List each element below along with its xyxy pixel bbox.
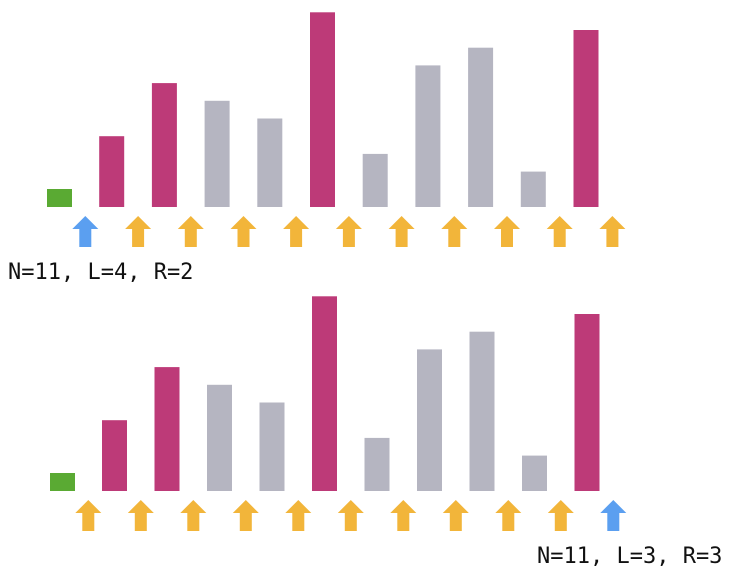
bar-4 (259, 402, 285, 491)
arrow-up-icon (335, 216, 362, 247)
bar-6 (362, 153, 388, 207)
bar-7 (417, 349, 442, 491)
caption-bottom: N=11, L=3, R=3 (537, 544, 722, 569)
bar-8 (469, 331, 495, 491)
bar-3 (204, 100, 230, 207)
arrow-up-icon (442, 500, 469, 531)
bar-3 (207, 384, 232, 491)
arrow-up-icon (180, 500, 207, 531)
arrow-up-icon (546, 216, 573, 247)
bar-4 (257, 118, 283, 207)
bar-5-selected (312, 296, 337, 491)
arrow-up-icon (337, 500, 364, 531)
arrow-up-icon (283, 216, 310, 247)
arrow-up-icon-current (600, 500, 627, 531)
bar-7 (415, 65, 441, 208)
base-marker (50, 473, 75, 491)
caption-top: N=11, L=4, R=2 (8, 260, 193, 285)
arrow-up-icon (599, 216, 626, 247)
bar-8 (468, 47, 494, 208)
arrow-up-icon (441, 216, 468, 247)
bar-9 (522, 455, 547, 491)
arrow-up-icon (75, 500, 102, 531)
arrow-up-icon (127, 500, 154, 531)
arrow-up-icon (177, 216, 204, 247)
diagram-panel-bottom (50, 296, 627, 531)
bar-2-selected (151, 83, 177, 207)
bar-5-selected (310, 12, 335, 207)
arrow-up-icon (495, 500, 522, 531)
bar-9 (520, 171, 546, 207)
bar-1-selected (102, 420, 127, 491)
arrow-up-icon (230, 216, 257, 247)
base-marker (47, 189, 72, 207)
bar-10-selected (573, 30, 599, 207)
bar-1-selected (99, 136, 125, 207)
arrow-up-icon (388, 216, 415, 247)
arrow-up-icon (494, 216, 520, 247)
diagram-panel-top (47, 12, 626, 247)
arrow-up-icon (547, 500, 574, 531)
bar-6 (364, 437, 390, 491)
bar-10-selected (574, 314, 600, 491)
arrow-up-icon (232, 500, 259, 531)
arrow-up-icon (390, 500, 417, 531)
bar-2-selected (154, 367, 180, 491)
arrow-up-icon-current (72, 216, 99, 247)
arrow-up-icon (285, 500, 312, 531)
arrow-up-icon (125, 216, 152, 247)
